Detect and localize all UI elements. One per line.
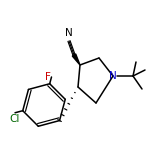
Polygon shape (72, 54, 80, 65)
Text: N: N (65, 28, 73, 38)
Text: N: N (109, 71, 117, 81)
Text: Cl: Cl (10, 114, 20, 124)
Text: F: F (45, 72, 50, 82)
